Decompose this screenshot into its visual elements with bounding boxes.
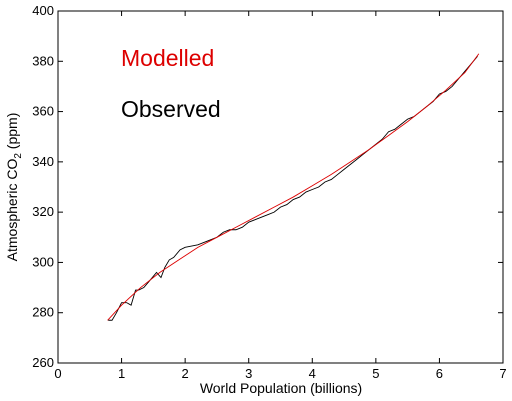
y-tick-label: 320 <box>32 204 54 219</box>
y-tick-label: 260 <box>32 355 54 370</box>
y-tick-label: 360 <box>32 104 54 119</box>
y-axis-label: Atmospheric CO2 (ppm) <box>4 113 24 262</box>
series-line-modelled <box>107 53 480 321</box>
legend-modelled: Modelled <box>121 45 214 71</box>
x-tick-label: 1 <box>118 366 125 381</box>
x-tick-label: 4 <box>309 366 316 381</box>
axis-ticks: 0 1 2 3 4 5 6 7 260 280 300 320 340 360 380 400 <box>32 3 506 381</box>
x-tick-label: 6 <box>436 366 443 381</box>
x-tick-label: 2 <box>182 366 189 381</box>
y-tick-label: 380 <box>32 53 54 68</box>
y-tick-label: 340 <box>32 154 54 169</box>
y-axis-label-subscript: 2 <box>13 153 24 159</box>
series-lines <box>107 53 480 321</box>
x-tick-label: 5 <box>372 366 379 381</box>
y-axis-label-main: Atmospheric CO <box>4 159 20 262</box>
y-axis-label-unit: (ppm) <box>4 113 20 153</box>
plot-area <box>57 10 504 364</box>
x-axis-label: World Population (billions) <box>200 380 362 396</box>
x-tick-label: 7 <box>499 366 506 381</box>
y-tick-label: 300 <box>32 254 54 269</box>
x-tick-label: 0 <box>54 366 61 381</box>
y-tick-label: 400 <box>32 3 54 18</box>
x-tick-label: 3 <box>245 366 252 381</box>
legend-observed: Observed <box>121 96 221 122</box>
y-tick-label: 280 <box>32 305 54 320</box>
